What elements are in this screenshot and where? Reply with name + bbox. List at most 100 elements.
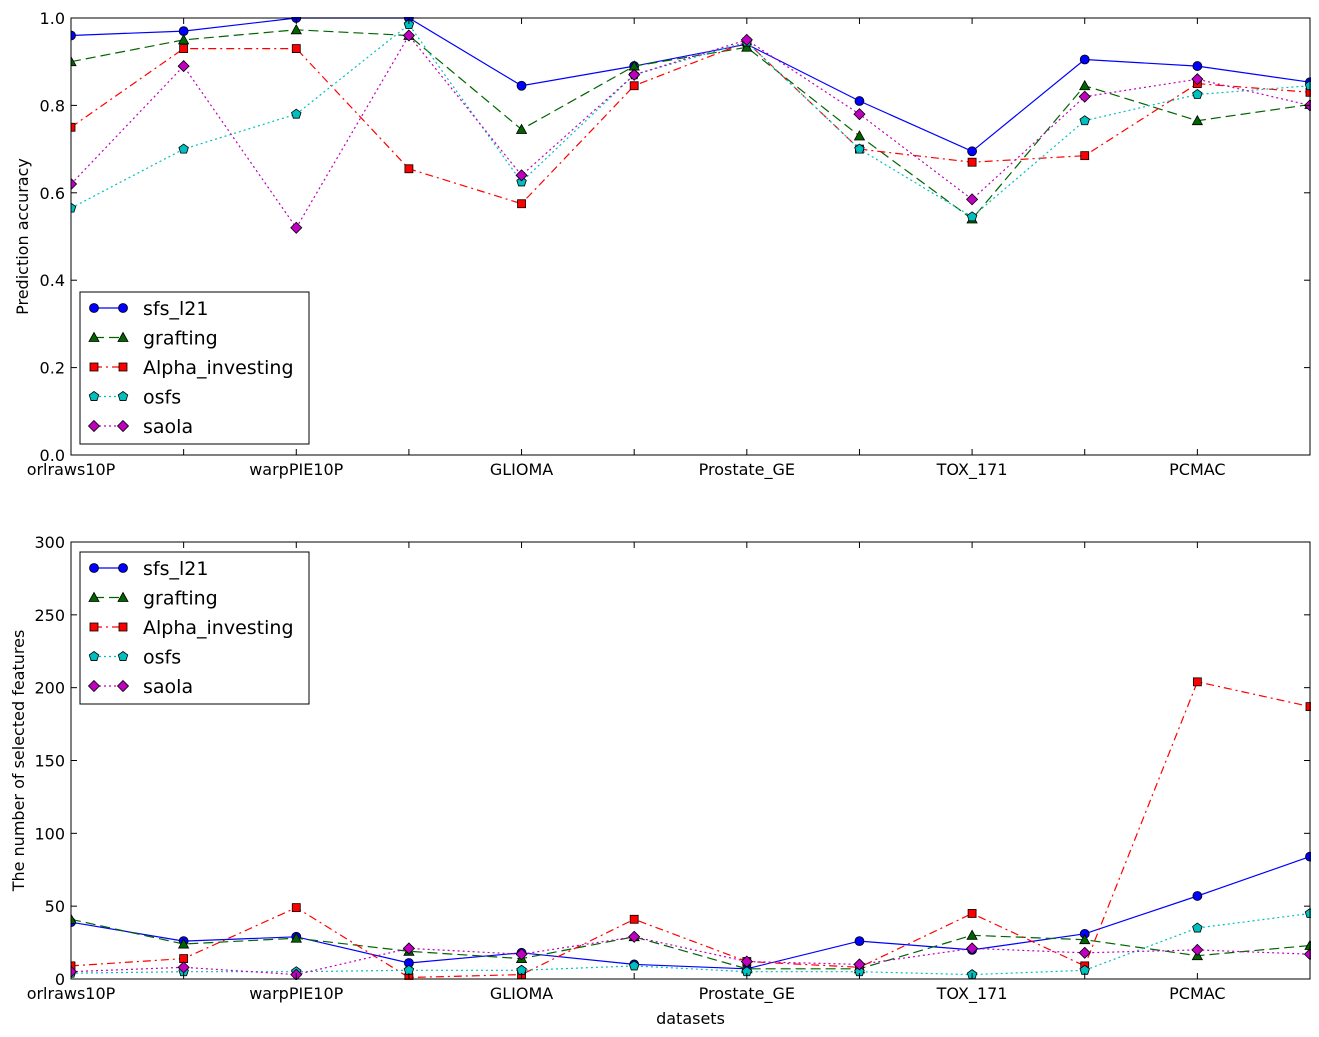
legend-label: sfs_l21 (143, 298, 208, 320)
data-point (967, 146, 977, 157)
legend-label: Alpha_investing (143, 617, 294, 639)
data-point (1078, 946, 1091, 959)
data-point (71, 961, 76, 971)
data-point (966, 929, 978, 940)
data-point (71, 202, 77, 213)
legend-label: osfs (143, 387, 181, 409)
x-tick-label: GLIOMA (490, 984, 553, 1003)
legend-label: sfs_l21 (143, 558, 208, 580)
data-point (1192, 61, 1203, 71)
series-saola (71, 930, 1311, 980)
data-point (853, 130, 866, 141)
y-tick-label: 1.0 (40, 9, 65, 28)
data-point (403, 19, 415, 30)
series-Alpha_investing (71, 677, 1311, 980)
legend-entry: Alpha_investing (89, 357, 294, 379)
y-tick-label: 0.6 (40, 184, 65, 203)
plot-area (71, 17, 1311, 234)
selected-features-chart: 0 50 100 150 200 250 300 orlraws10P warpPIE10P GL… (9, 533, 1311, 1028)
data-point (1191, 114, 1204, 126)
data-point (966, 211, 978, 222)
data-point (177, 34, 190, 45)
x-tick-label: warpPIE10P (249, 984, 343, 1003)
y-tick-label: 0.4 (40, 271, 65, 290)
data-point (71, 965, 78, 978)
legend-entry: saola (87, 676, 193, 698)
legend-marker (89, 362, 99, 372)
series-grafting (71, 23, 1311, 224)
data-point (740, 33, 753, 46)
y-tick-label: 0.0 (40, 446, 65, 465)
legend-marker (118, 362, 128, 372)
y-tick-label: 0.2 (40, 359, 65, 378)
data-point (177, 60, 190, 73)
series-Alpha_investing (71, 37, 1311, 209)
data-point (515, 123, 528, 134)
data-point (515, 169, 528, 182)
data-point (967, 909, 977, 918)
y-tick-label: 200 (34, 679, 65, 698)
data-point (403, 964, 415, 975)
legend-entry: osfs (88, 647, 181, 669)
data-point (516, 176, 527, 187)
data-point (966, 942, 979, 955)
series-grafting (71, 913, 1311, 974)
legend-marker (117, 591, 129, 602)
legend-marker (117, 391, 129, 401)
legend-entry: sfs_l21 (89, 558, 208, 580)
data-point (1192, 922, 1203, 933)
legend-marker (118, 303, 128, 313)
legend-entry: grafting (88, 588, 218, 610)
legend-marker (88, 651, 100, 661)
y-tick-label: 300 (34, 533, 65, 552)
x-tick-label: orlraws10P (27, 984, 116, 1003)
data-point (854, 143, 865, 154)
data-point (402, 29, 415, 42)
legend-marker (89, 303, 99, 313)
data-point (178, 143, 189, 154)
data-point (741, 41, 753, 52)
data-point (71, 55, 77, 67)
data-point (71, 913, 77, 924)
data-point (1079, 54, 1090, 65)
legend-marker (88, 331, 100, 342)
data-point (1192, 88, 1203, 99)
legend-label: grafting (143, 588, 218, 610)
legend-marker (87, 679, 101, 693)
data-point (628, 68, 641, 81)
data-point (516, 80, 527, 91)
legend-box (79, 291, 310, 445)
legend-marker (116, 419, 130, 433)
data-point (853, 108, 866, 121)
legend-entry: sfs_l21 (89, 298, 208, 320)
series-line-sfs_l21 (71, 17, 1311, 152)
y-tick-label: 0.8 (40, 96, 65, 115)
legend-entry: saola (87, 416, 193, 438)
data-point (291, 44, 301, 53)
series-line-Alpha_investing (71, 681, 1311, 979)
series-sfs_l21 (71, 851, 1311, 974)
series-line-grafting (71, 29, 1311, 220)
legend-marker (87, 419, 101, 433)
x-tick-label: orlraws10P (27, 460, 116, 479)
data-point (854, 96, 865, 106)
x-tick-label: TOX_171 (936, 984, 1008, 1004)
data-point (1191, 73, 1204, 86)
legend-label: Alpha_investing (143, 357, 294, 379)
series-line-osfs (71, 23, 1311, 218)
x-tick-label: PCMAC (1169, 460, 1225, 479)
data-point (966, 193, 979, 206)
data-point (71, 30, 76, 41)
legend-label: saola (143, 676, 193, 698)
legend-entry: osfs (88, 387, 181, 409)
data-point (290, 23, 302, 35)
series-osfs (71, 19, 1311, 222)
series-sfs_l21 (71, 17, 1311, 157)
legend-marker (118, 563, 128, 573)
series-line-Alpha_investing (71, 41, 1311, 205)
data-point (290, 932, 302, 943)
data-point (629, 81, 639, 91)
legend-box (79, 551, 310, 705)
